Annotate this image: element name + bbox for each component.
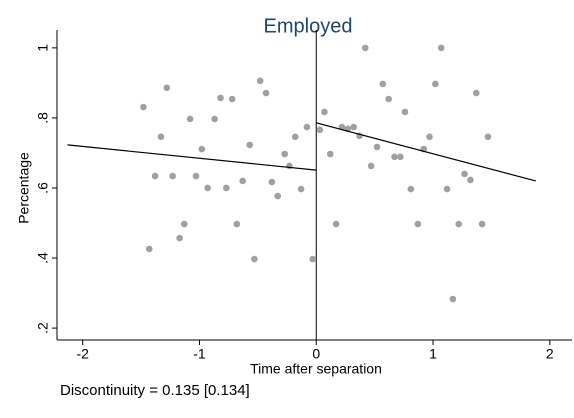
point	[478, 220, 486, 228]
y-tick-label: .8	[35, 112, 51, 124]
y-tick-label: 1	[35, 44, 51, 52]
point	[373, 143, 381, 151]
point	[472, 89, 480, 97]
fit-line	[67, 144, 317, 171]
point	[350, 123, 357, 131]
point	[367, 162, 375, 170]
point	[262, 89, 270, 97]
point	[169, 172, 176, 180]
point	[151, 172, 159, 180]
y-tick-label: .6	[35, 182, 51, 194]
point	[414, 220, 422, 228]
point	[443, 185, 451, 193]
point	[467, 176, 474, 184]
point	[176, 234, 183, 242]
point	[449, 295, 457, 303]
point	[180, 220, 188, 228]
point	[379, 80, 387, 88]
point	[186, 115, 194, 123]
y-tick-label: .4	[35, 252, 51, 264]
fit-line	[316, 122, 536, 182]
annotation: Discontinuity = 0.135 [0.134]	[60, 382, 250, 399]
point	[437, 44, 445, 52]
point	[326, 150, 334, 158]
chart-title: Employed	[264, 15, 353, 37]
point	[246, 141, 253, 149]
point	[204, 184, 211, 192]
point	[426, 133, 433, 141]
point	[274, 192, 282, 200]
point	[140, 103, 147, 111]
point	[145, 245, 153, 253]
point	[251, 255, 258, 263]
point	[233, 220, 241, 228]
point	[303, 123, 311, 131]
point	[332, 220, 340, 228]
point	[484, 133, 492, 141]
point	[461, 170, 468, 178]
point	[297, 185, 305, 193]
x-tick-label: -1	[193, 346, 206, 362]
point	[268, 178, 276, 186]
point	[228, 95, 236, 103]
point	[316, 126, 324, 134]
point	[291, 133, 299, 141]
point	[401, 108, 409, 116]
point	[211, 115, 218, 123]
x-tick-label: -2	[76, 346, 89, 362]
point	[223, 184, 230, 192]
x-tick-label: 1	[429, 346, 437, 362]
point	[385, 95, 392, 103]
point	[239, 177, 246, 185]
point	[281, 150, 289, 158]
point	[217, 94, 224, 102]
x-axis-label: Time after separation	[250, 361, 382, 377]
point	[157, 133, 165, 141]
point	[407, 185, 415, 193]
y-tick-label: .2	[35, 322, 51, 334]
point	[455, 220, 463, 228]
point	[397, 153, 404, 161]
point	[192, 172, 200, 180]
point	[321, 108, 328, 116]
point	[198, 145, 206, 153]
point	[256, 77, 264, 85]
x-tick-label: 2	[546, 346, 554, 362]
x-tick-label: 0	[312, 346, 320, 362]
point	[309, 255, 317, 263]
point	[361, 44, 369, 52]
point	[432, 80, 439, 88]
point	[391, 153, 398, 161]
y-axis-label: Percentage	[16, 152, 32, 224]
point	[163, 84, 171, 92]
